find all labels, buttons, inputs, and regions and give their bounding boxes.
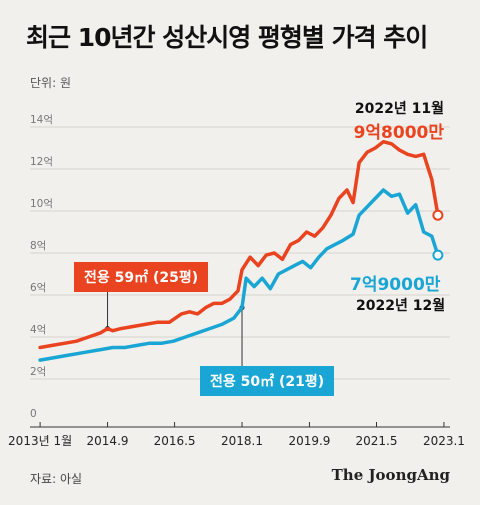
x-tick-label: 2021.5 — [356, 434, 398, 448]
x-tick-label: 2016.5 — [154, 434, 196, 448]
axes: 0 2억 4억 6억 8억 10억 12억 14억 2013년 1월 2014.9 2016.5 20… — [8, 114, 465, 448]
annotation-nov-date: 2022년 11월 — [354, 101, 444, 117]
unit-label: 단위: 원 — [30, 76, 71, 90]
x-tick-label: 2019.9 — [288, 434, 330, 448]
end-marker-50 — [432, 249, 444, 261]
x-tick-label: 2014.9 — [87, 434, 129, 448]
y-tick-label: 8억 — [30, 240, 46, 252]
y-tick-label: 14억 — [30, 114, 53, 126]
annotation-nov-price: 9억8000만 — [353, 123, 444, 143]
y-tick-label: 0 — [30, 408, 37, 420]
annotation-dec-price: 7억9000만 — [350, 275, 441, 295]
x-tick-label: 2023.1 — [423, 434, 465, 448]
y-tick-label: 6억 — [30, 282, 46, 294]
grid-lines — [30, 126, 450, 380]
series-50-line — [38, 188, 440, 362]
series-50-tag: 전용 50㎡ (21평) — [200, 366, 335, 396]
y-tick-label: 2억 — [30, 366, 46, 378]
publisher-logo: The JoongAng — [331, 466, 450, 484]
series-59-tag: 전용 59㎡ (25평) — [74, 262, 209, 292]
x-tick-label: 2013년 1월 — [8, 434, 72, 448]
end-marker-59 — [432, 209, 444, 221]
y-tick-label: 12억 — [30, 156, 53, 168]
y-tick-label: 10억 — [30, 198, 53, 210]
annotation-dec-date: 2022년 12월 — [356, 298, 446, 314]
source-note: 자료: 아실 — [30, 472, 83, 486]
x-tick-label: 2018.1 — [221, 434, 263, 448]
page-title: 최근 10년간 성산시영 평형별 가격 추이 — [26, 23, 428, 52]
series-lines — [38, 139, 440, 362]
series-59-line — [38, 139, 440, 350]
y-tick-label: 4억 — [30, 324, 46, 336]
end-markers — [432, 209, 444, 261]
